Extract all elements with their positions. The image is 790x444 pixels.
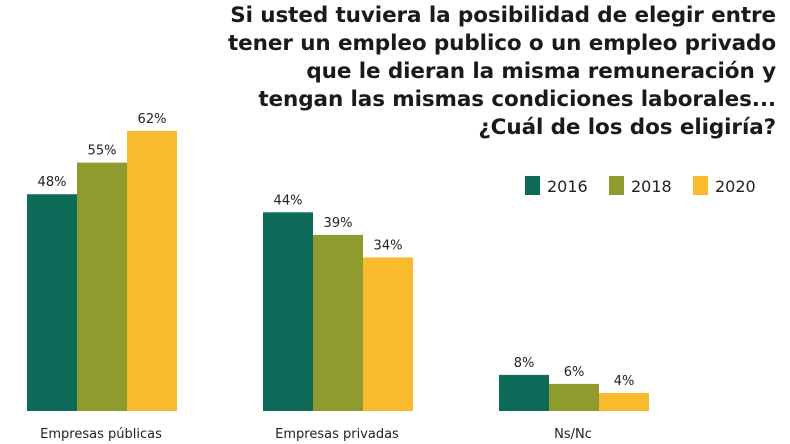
title-line-2: tener un empleo publico o un empleo priv… (227, 31, 776, 56)
bar-2018-0 (77, 162, 127, 411)
bar-2016-0 (27, 194, 77, 411)
title-line-4: tengan las mismas condiciones laborales.… (258, 87, 776, 112)
chart-title: Si usted tuviera la posibilidad de elegi… (176, 2, 776, 142)
title-line-1: Si usted tuviera la posibilidad de elegi… (230, 3, 776, 28)
category-label-1: Empresas privadas (275, 427, 399, 442)
data-label-2020-0: 62% (138, 112, 167, 127)
title-line-3: que le dieran la misma remuneración y (306, 59, 776, 84)
data-label-2020-2: 4% (614, 374, 635, 389)
legend-label-2016: 2016 (547, 177, 588, 196)
data-label-2016-0: 48% (38, 175, 67, 190)
data-label-2020-1: 34% (374, 238, 403, 253)
bar-2018-1 (313, 234, 363, 411)
bar-2016-2 (499, 374, 549, 411)
legend-label-2020: 2020 (715, 177, 756, 196)
legend-label-2018: 2018 (631, 177, 672, 196)
bar-2018-2 (549, 383, 599, 411)
bar-2020-2 (599, 392, 649, 411)
category-label-2: Ns/Nc (554, 427, 592, 442)
category-label-0: Empresas públicas (40, 427, 162, 442)
legend-swatch-2016 (525, 176, 540, 195)
data-label-2016-1: 44% (274, 193, 303, 208)
bar-2016-1 (263, 212, 313, 411)
data-label-2018-1: 39% (324, 216, 353, 231)
data-label-2016-2: 8% (514, 356, 535, 371)
bar-2020-1 (363, 257, 413, 411)
data-label-2018-2: 6% (564, 365, 585, 380)
title-line-5: ¿Cuál de los dos eligiría? (478, 115, 776, 140)
legend-swatch-2018 (609, 176, 624, 195)
bar-2020-0 (127, 131, 177, 411)
legend-swatch-2020 (693, 176, 708, 195)
data-label-2018-0: 55% (88, 144, 117, 159)
